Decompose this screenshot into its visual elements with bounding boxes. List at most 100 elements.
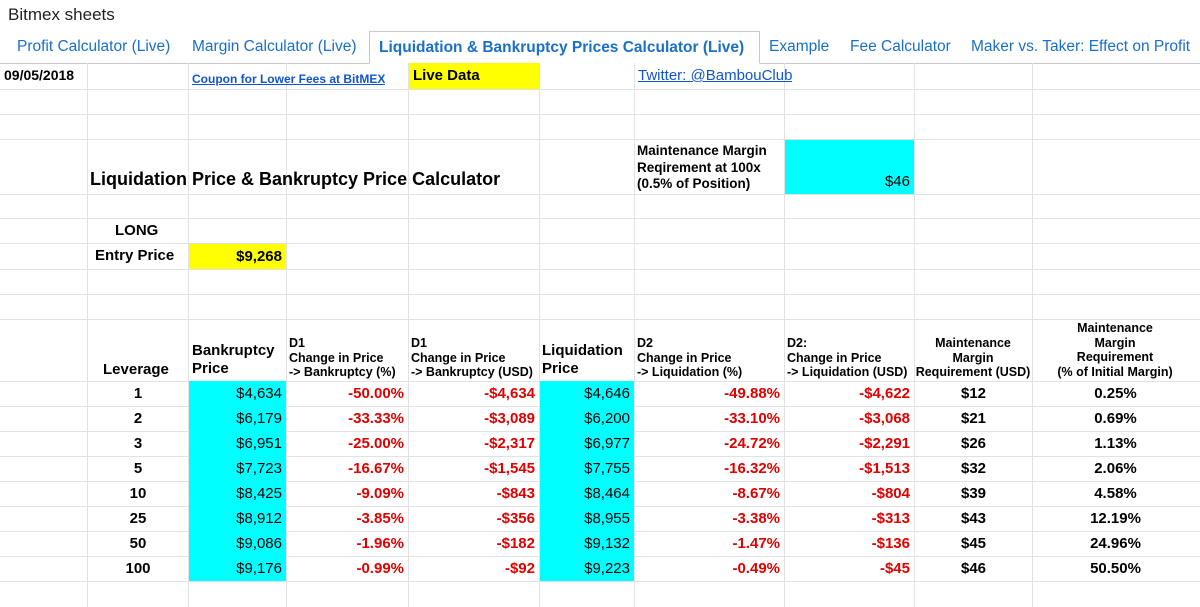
maint-label-line-3: (0.5% of Position) — [637, 176, 751, 191]
tab-profit-calculator[interactable]: Profit Calculator (Live) — [17, 38, 171, 55]
maint-margin-pct-cell[interactable]: 0.25% — [1094, 385, 1137, 402]
tab-fee-calculator[interactable]: Fee Calculator — [850, 38, 951, 55]
entry-price-value[interactable]: $9,268 — [189, 244, 286, 269]
bankruptcy-price-cell[interactable]: $8,425 — [189, 481, 286, 506]
d1-pct-cell[interactable]: -0.99% — [356, 560, 404, 577]
d1-pct-cell[interactable]: -3.85% — [356, 510, 404, 527]
tab-margin-calculator[interactable]: Margin Calculator (Live) — [192, 38, 357, 55]
maint-margin-usd-cell[interactable]: $46 — [960, 560, 987, 577]
bankruptcy-price-cell[interactable]: $9,086 — [189, 531, 286, 556]
liquidation-price-cell[interactable]: $6,200 — [540, 406, 634, 431]
maintenance-margin-label: Maintenance Margin Reqirement at 100x (0… — [637, 143, 767, 193]
header-d2-usd: D2: Change in Price -> Liquidation (USD) — [787, 336, 907, 380]
d2-usd-cell[interactable]: -$1,513 — [859, 460, 910, 477]
d1-pct-cell[interactable]: -50.00% — [348, 385, 404, 402]
tab-liquidation-calculator[interactable]: Liquidation & Bankruptcy Prices Calculat… — [369, 31, 760, 64]
d1-usd-cell[interactable]: -$92 — [504, 560, 535, 577]
d1-pct-cell[interactable]: -9.09% — [356, 485, 404, 502]
maint-margin-pct-cell[interactable]: 50.50% — [1090, 560, 1141, 577]
d1-pct-cell[interactable]: -16.67% — [348, 460, 404, 477]
d2-usd-cell[interactable]: -$804 — [871, 485, 910, 502]
d2-pct-cell[interactable]: -8.67% — [732, 485, 780, 502]
calculator-title: Liquidation Price & Bankruptcy Price Cal… — [90, 169, 501, 189]
d2-usd-cell[interactable]: -$45 — [879, 560, 910, 577]
maint-margin-usd-cell[interactable]: $21 — [960, 410, 987, 427]
d1-usd-cell[interactable]: -$356 — [496, 510, 535, 527]
maint-margin-pct-cell[interactable]: 2.06% — [1094, 460, 1137, 477]
d1-pct-cell[interactable]: -1.96% — [356, 535, 404, 552]
leverage-cell[interactable]: 2 — [133, 410, 143, 427]
d2-usd-cell[interactable]: -$3,068 — [859, 410, 910, 427]
header-d2-usd-line-1: D2: — [787, 336, 808, 350]
d2-pct-cell[interactable]: -0.49% — [732, 560, 780, 577]
header-mm-line-3: Requirement (USD) — [915, 365, 1031, 379]
bankruptcy-price-cell[interactable]: $9,176 — [189, 556, 286, 581]
d1-pct-cell[interactable]: -33.33% — [348, 410, 404, 427]
d1-usd-cell[interactable]: -$182 — [496, 535, 535, 552]
d1-usd-cell[interactable]: -$2,317 — [484, 435, 535, 452]
d2-usd-cell[interactable]: -$4,622 — [859, 385, 910, 402]
header-mm-line-1: Maintenance — [935, 336, 1011, 350]
d2-pct-cell[interactable]: -49.88% — [724, 385, 780, 402]
leverage-cell[interactable]: 5 — [133, 460, 143, 477]
bankruptcy-price-cell[interactable]: $6,951 — [189, 431, 286, 456]
maint-margin-pct-cell[interactable]: 4.58% — [1094, 485, 1137, 502]
liquidation-price-cell[interactable]: $6,977 — [540, 431, 634, 456]
liquidation-price-cell[interactable]: $8,955 — [540, 506, 634, 531]
d1-pct-cell[interactable]: -25.00% — [348, 435, 404, 452]
leverage-cell[interactable]: 50 — [129, 535, 147, 552]
maint-margin-usd-cell[interactable]: $32 — [960, 460, 987, 477]
liquidation-price-cell[interactable]: $9,132 — [540, 531, 634, 556]
liquidation-price-cell[interactable]: $8,464 — [540, 481, 634, 506]
header-mm-line-2: Margin — [952, 350, 994, 365]
maint-margin-usd-cell[interactable]: $43 — [960, 510, 987, 527]
d1-usd-cell[interactable]: -$1,545 — [484, 460, 535, 477]
bankruptcy-price-cell[interactable]: $7,723 — [189, 456, 286, 481]
spreadsheet-grid[interactable]: 09/05/2018 Coupon for Lower Fees at BitM… — [0, 63, 1200, 607]
maint-margin-pct-cell[interactable]: 24.96% — [1090, 535, 1141, 552]
entry-price-label: Entry Price — [95, 247, 175, 264]
maint-margin-pct-cell[interactable]: 0.69% — [1094, 410, 1137, 427]
d2-pct-cell[interactable]: -33.10% — [724, 410, 780, 427]
d2-pct-cell[interactable]: -3.38% — [732, 510, 780, 527]
d2-pct-cell[interactable]: -24.72% — [724, 435, 780, 452]
header-bankruptcy-price: Bankruptcy Price — [192, 342, 275, 378]
leverage-cell[interactable]: 1 — [133, 385, 143, 402]
d1-usd-cell[interactable]: -$3,089 — [484, 410, 535, 427]
liquidation-price-cell[interactable]: $9,223 — [540, 556, 634, 581]
header-d1-pct-line-2: Change in Price — [289, 350, 384, 365]
leverage-cell[interactable]: 3 — [133, 435, 143, 452]
d2-usd-cell[interactable]: -$2,291 — [859, 435, 910, 452]
coupon-link[interactable]: Coupon for Lower Fees at BitMEX — [192, 72, 386, 86]
d2-pct-cell[interactable]: -1.47% — [732, 535, 780, 552]
bankruptcy-price-cell[interactable]: $4,634 — [189, 381, 286, 406]
header-bankruptcy-line-1: Bankruptcy — [192, 342, 275, 359]
d2-usd-cell[interactable]: -$136 — [871, 535, 910, 552]
maint-margin-usd-cell[interactable]: $26 — [960, 435, 987, 452]
maint-margin-usd-cell[interactable]: $39 — [960, 485, 987, 502]
d1-usd-cell[interactable]: -$843 — [496, 485, 535, 502]
header-d1-pct: D1 Change in Price -> Bankruptcy (%) — [289, 336, 396, 380]
tab-maker-vs-taker[interactable]: Maker vs. Taker: Effect on Profit — [971, 38, 1191, 55]
leverage-cell[interactable]: 25 — [129, 510, 147, 527]
maint-margin-usd-cell[interactable]: $12 — [960, 385, 987, 402]
leverage-cell[interactable]: 10 — [129, 485, 147, 502]
maint-label-line-2: Reqirement at 100x — [637, 159, 761, 175]
maintenance-margin-value[interactable]: $46 — [785, 140, 914, 194]
liquidation-price-cell[interactable]: $4,646 — [540, 381, 634, 406]
tab-example[interactable]: Example — [769, 38, 830, 55]
d2-pct-cell[interactable]: -16.32% — [724, 460, 780, 477]
position-side: LONG — [115, 222, 159, 239]
liquidation-price-cell[interactable]: $7,755 — [540, 456, 634, 481]
d1-usd-cell[interactable]: -$4,634 — [484, 385, 535, 402]
maint-margin-usd-cell[interactable]: $45 — [960, 535, 987, 552]
maint-margin-pct-cell[interactable]: 12.19% — [1090, 510, 1141, 527]
leverage-cell[interactable]: 100 — [125, 560, 151, 577]
bankruptcy-price-cell[interactable]: $6,179 — [189, 406, 286, 431]
bankruptcy-price-cell[interactable]: $8,912 — [189, 506, 286, 531]
maint-margin-pct-cell[interactable]: 1.13% — [1094, 435, 1137, 452]
d2-usd-cell[interactable]: -$313 — [871, 510, 910, 527]
sheet-tab-bar: Profit Calculator (Live) Margin Calculat… — [0, 31, 1200, 64]
date-cell: 09/05/2018 — [4, 67, 75, 83]
twitter-link[interactable]: Twitter: @BambouClub — [638, 67, 793, 84]
